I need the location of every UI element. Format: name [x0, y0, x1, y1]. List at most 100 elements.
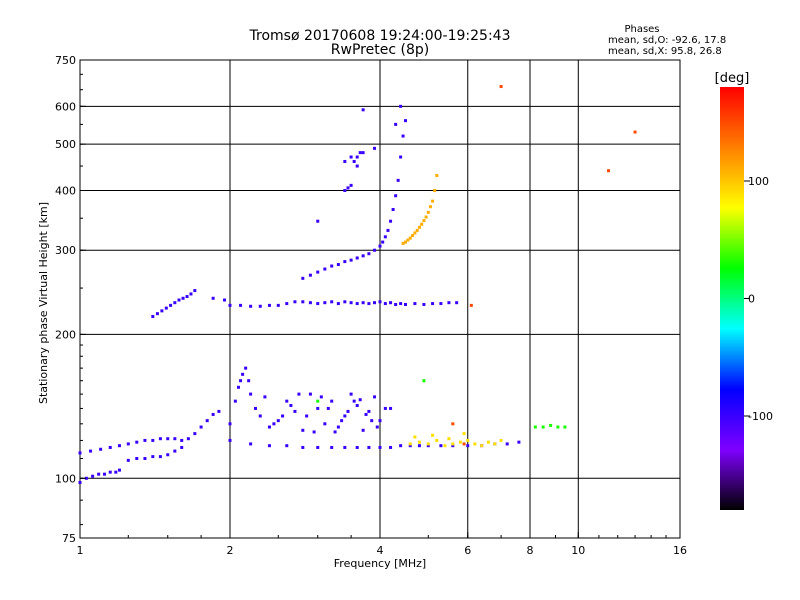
data-point [151, 455, 155, 459]
data-point [451, 444, 455, 448]
phases-line-x: mean, sd,X: 95.8, 26.8 [608, 46, 722, 57]
data-point [253, 406, 257, 410]
data-point [486, 440, 490, 444]
data-point [607, 169, 611, 173]
data-point [420, 222, 424, 226]
data-point [389, 301, 393, 305]
data-point [451, 422, 455, 426]
data-point [383, 302, 387, 306]
data-point [355, 445, 359, 449]
y-tick-label: 100 [55, 472, 76, 485]
y-tick-label: 600 [55, 100, 76, 113]
data-point [301, 300, 305, 304]
x-tick-label: 4 [377, 544, 384, 557]
data-point [403, 119, 407, 123]
data-point [272, 422, 276, 426]
data-point [505, 442, 509, 446]
data-point [417, 440, 421, 444]
data-point [244, 366, 248, 370]
data-point [426, 210, 430, 214]
data-point [336, 263, 340, 267]
data-point [399, 155, 403, 159]
data-point [422, 302, 426, 306]
data-point [364, 412, 368, 416]
data-point [173, 301, 177, 305]
data-point [330, 399, 334, 403]
colorbar-tick-label: 0 [748, 293, 755, 306]
data-point [358, 398, 362, 402]
data-point [406, 238, 410, 242]
data-point [403, 302, 407, 306]
data-point [135, 440, 139, 444]
y-axis: 75 100 200 300 400 500 600 750 [55, 54, 86, 545]
data-point [239, 379, 243, 383]
data-point [469, 303, 473, 307]
data-point [433, 188, 437, 192]
data-point [316, 406, 320, 410]
data-point [205, 419, 209, 423]
data-point [361, 301, 365, 305]
data-point [193, 289, 197, 293]
data-point [323, 422, 327, 426]
data-point [333, 430, 337, 434]
data-point [267, 444, 271, 448]
data-point [84, 476, 88, 480]
data-point [361, 108, 365, 112]
data-point [563, 425, 567, 429]
data-point [556, 425, 560, 429]
x-tick-label: 1 [77, 544, 84, 557]
x-tick-label: 2 [227, 544, 234, 557]
data-point [422, 379, 426, 383]
data-point [316, 399, 320, 403]
data-point [408, 444, 412, 448]
data-point [383, 406, 387, 410]
data-point [151, 438, 155, 442]
data-point [394, 194, 398, 198]
data-point [117, 444, 121, 448]
data-point [180, 445, 184, 449]
data-point [301, 428, 305, 432]
data-point [143, 456, 147, 460]
data-point [326, 406, 330, 410]
data-point [358, 151, 362, 155]
data-point [319, 395, 323, 399]
data-point [186, 437, 190, 441]
data-point [426, 444, 430, 448]
data-point [97, 472, 101, 476]
data-point [462, 432, 466, 436]
data-point [413, 231, 417, 235]
data-point [166, 437, 170, 441]
x-axis-label: Frequency [MHz] [334, 557, 426, 570]
data-point [166, 453, 170, 457]
data-point [343, 445, 347, 449]
data-point [443, 444, 447, 448]
data-point [394, 302, 398, 306]
data-point [447, 437, 451, 441]
data-point [413, 435, 417, 439]
data-point [424, 215, 428, 219]
data-point [305, 414, 309, 418]
data-point [349, 155, 353, 159]
data-point [408, 236, 412, 240]
data-point [343, 300, 347, 304]
data-point [223, 298, 227, 302]
data-point [301, 445, 305, 449]
data-point [285, 444, 289, 448]
data-point [493, 442, 497, 446]
data-point [439, 302, 443, 306]
data-point [99, 447, 103, 451]
data-point [417, 444, 421, 448]
data-point [401, 134, 405, 138]
data-point [330, 300, 334, 304]
data-point [126, 458, 130, 462]
data-point [330, 264, 334, 268]
data-point [343, 260, 347, 264]
data-point [394, 122, 398, 126]
data-point [373, 146, 377, 150]
x-tick-label: 8 [527, 544, 534, 557]
data-point [466, 438, 470, 442]
data-point [173, 449, 177, 453]
data-point [435, 438, 439, 442]
data-point [103, 472, 107, 476]
